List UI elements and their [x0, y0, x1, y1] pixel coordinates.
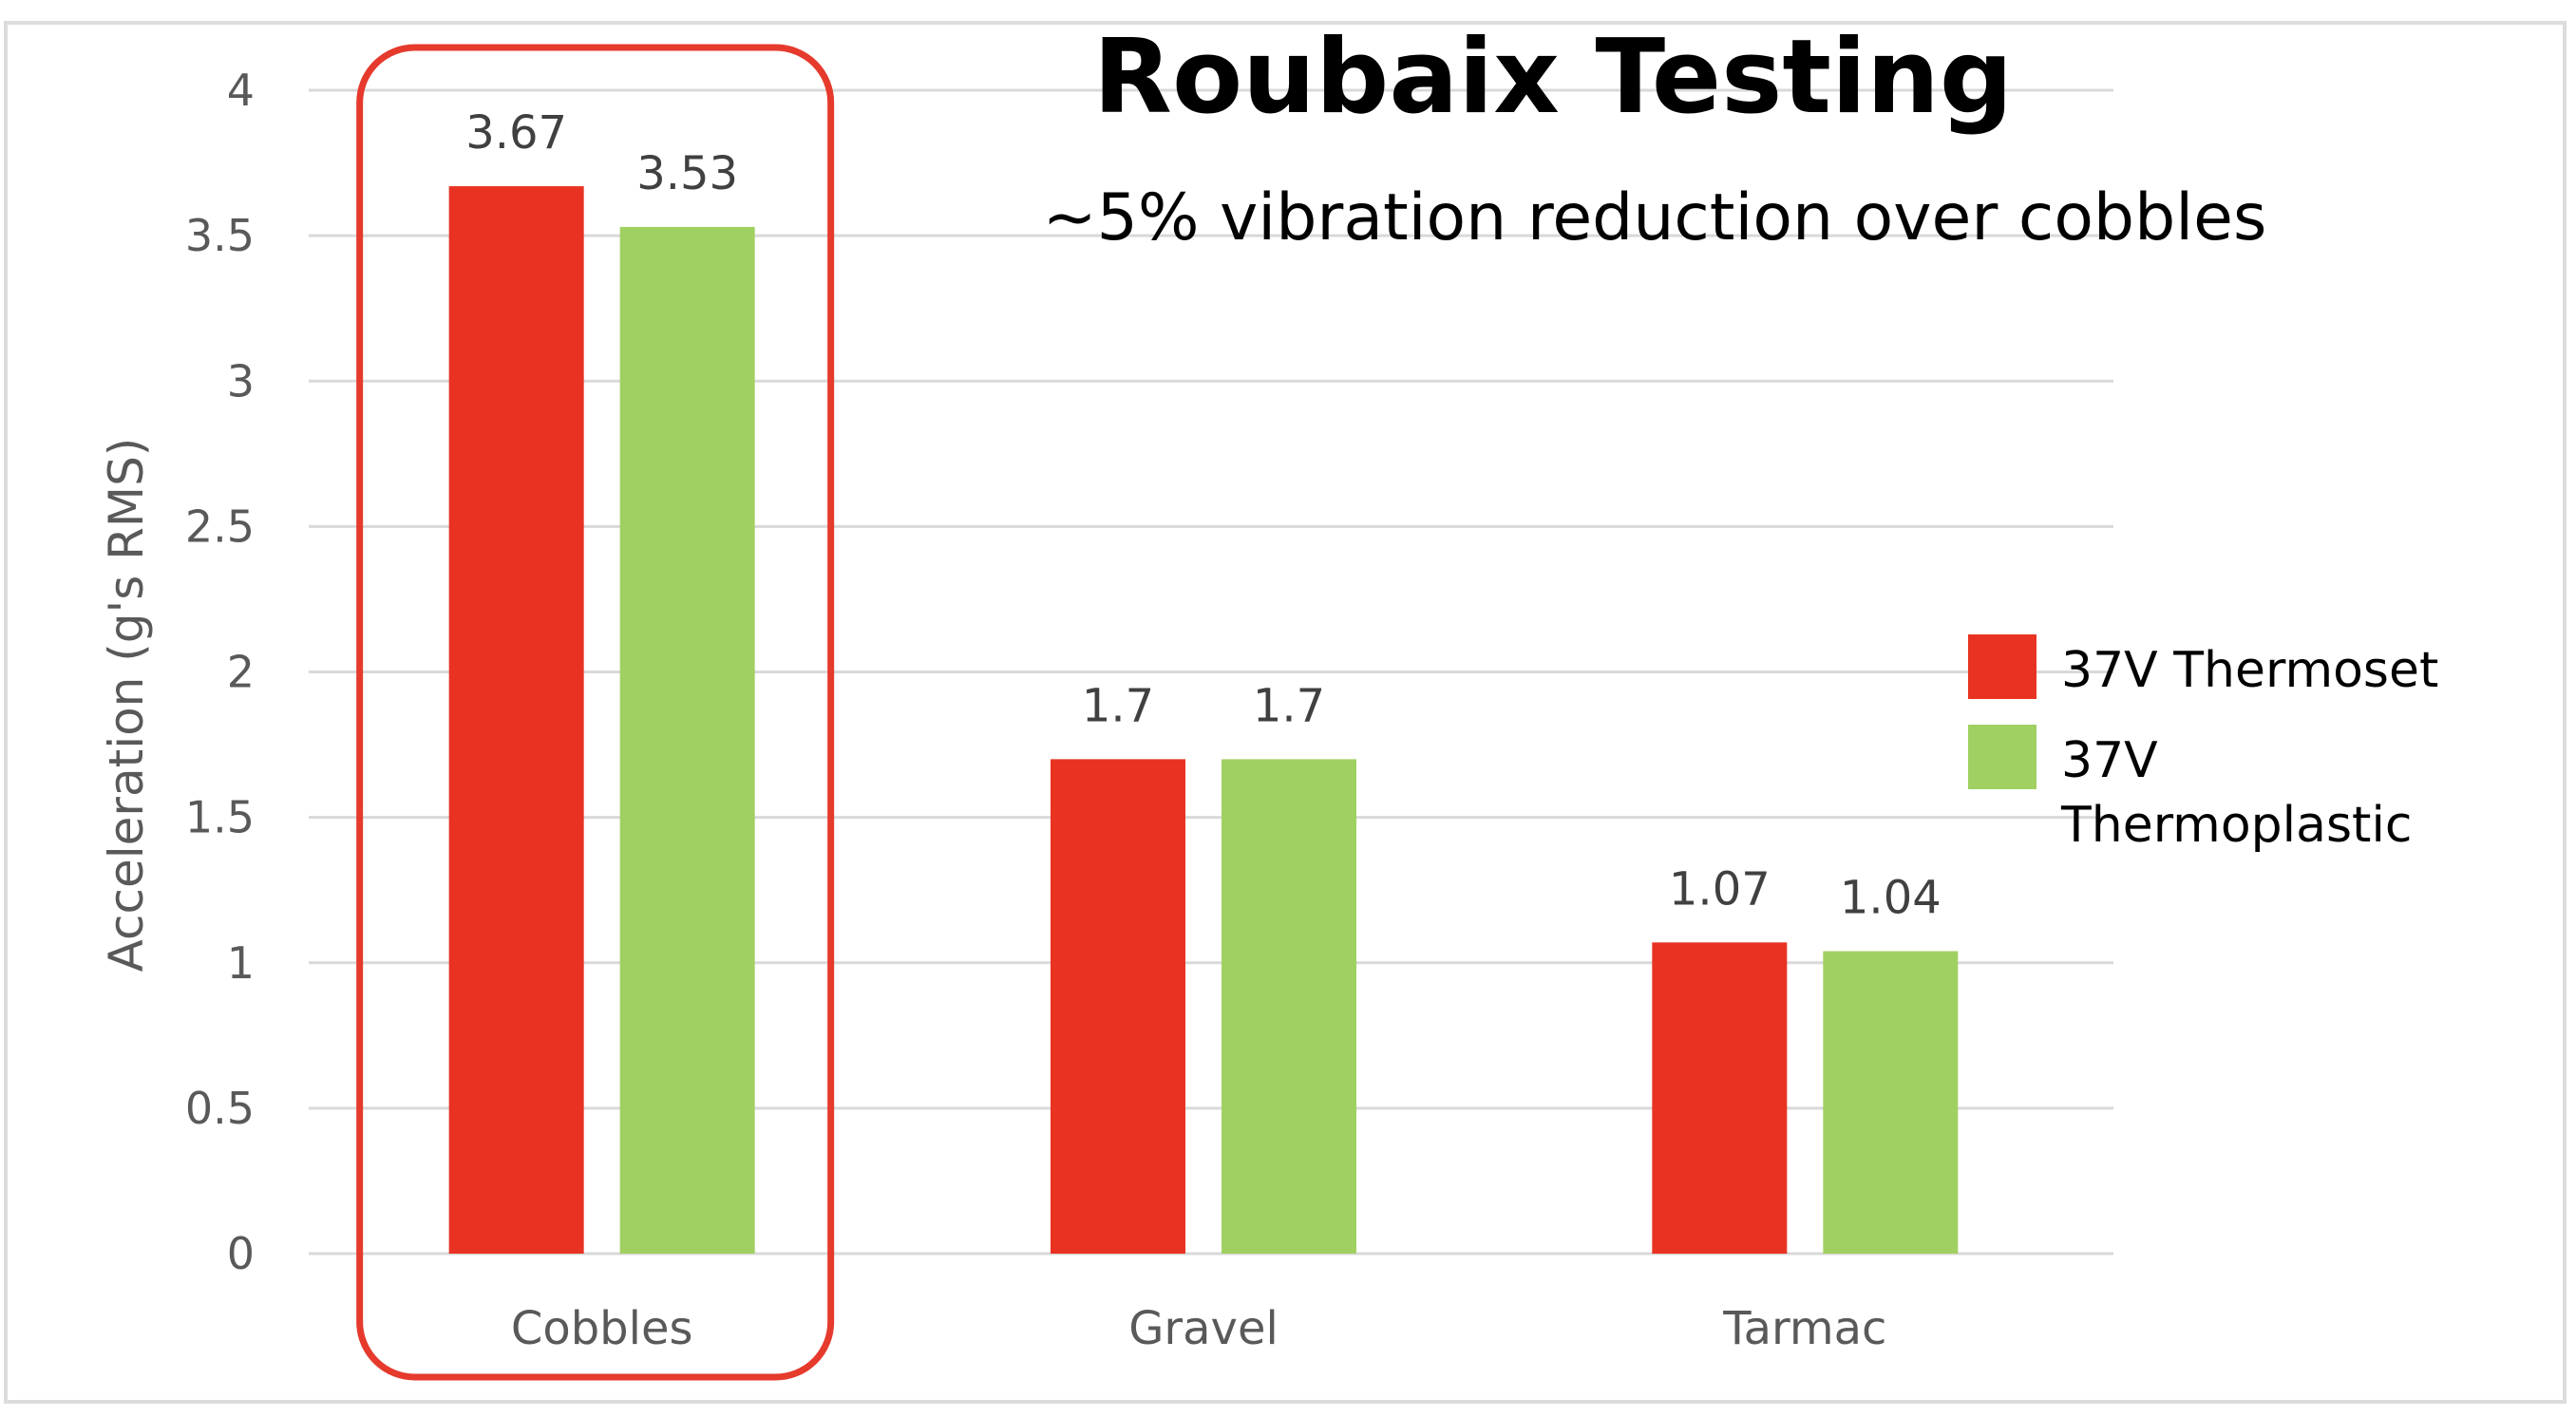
data-label: 3.67 [465, 106, 567, 160]
cobbles-highlight-box [356, 44, 835, 1381]
y-axis-label: Acceleration (g's RMS) [99, 438, 154, 973]
y-tick-label: 0.5 [185, 1083, 255, 1134]
data-label: 1.07 [1669, 862, 1771, 916]
bar-tarmac-2 [1823, 951, 1959, 1254]
x-category-label: Gravel [1128, 1302, 1279, 1355]
bar-gravel-1 [1051, 759, 1185, 1254]
y-tick-label: 4 [227, 65, 255, 116]
legend-label: 37V Thermoset [2061, 642, 2438, 699]
legend-swatch [1968, 725, 2036, 789]
y-tick-label: 2.5 [185, 501, 255, 552]
bar-cobbles-1 [448, 186, 584, 1254]
chart-title: Roubaix Testing [1093, 18, 2013, 137]
legend-swatch [1968, 634, 2036, 699]
y-tick-label: 1.5 [185, 792, 255, 843]
chart-subtitle: ~5% vibration reduction over cobbles [1043, 180, 2267, 255]
bar-gravel-2 [1222, 759, 1356, 1254]
bar-cobbles-2 [619, 226, 755, 1254]
y-tick-label: 2 [227, 647, 255, 698]
y-tick-label: 3 [227, 355, 255, 406]
bar-tarmac-1 [1652, 942, 1788, 1254]
y-tick-label: 1 [227, 937, 255, 989]
legend-label: 37V Thermoplastic [2060, 732, 2412, 854]
data-labels: 3.67 3.53 1.7 1.7 1.07 1.04 [465, 106, 1941, 924]
legend: 37V Thermoset 37V Thermoplastic [1968, 634, 2438, 854]
chart-frame [4, 21, 2567, 1404]
data-label: 1.7 [1082, 679, 1154, 732]
data-label: 1.7 [1253, 679, 1325, 732]
gridlines [309, 88, 2113, 1256]
y-tick-label: 0 [227, 1228, 255, 1279]
x-category-label: Cobbles [511, 1302, 693, 1355]
axes: 0 0.5 1 1.5 2 2.5 3 3.5 4 Cobbles Gravel Tarmac [185, 65, 1887, 1355]
y-tick-label: 3.5 [185, 210, 255, 261]
data-label: 3.53 [636, 147, 738, 200]
data-label: 1.04 [1840, 872, 1941, 925]
bars [448, 186, 1959, 1254]
x-category-label: Tarmac [1722, 1302, 1886, 1355]
